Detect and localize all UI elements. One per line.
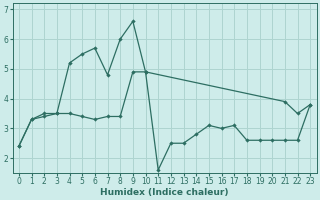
X-axis label: Humidex (Indice chaleur): Humidex (Indice chaleur) bbox=[100, 188, 229, 197]
